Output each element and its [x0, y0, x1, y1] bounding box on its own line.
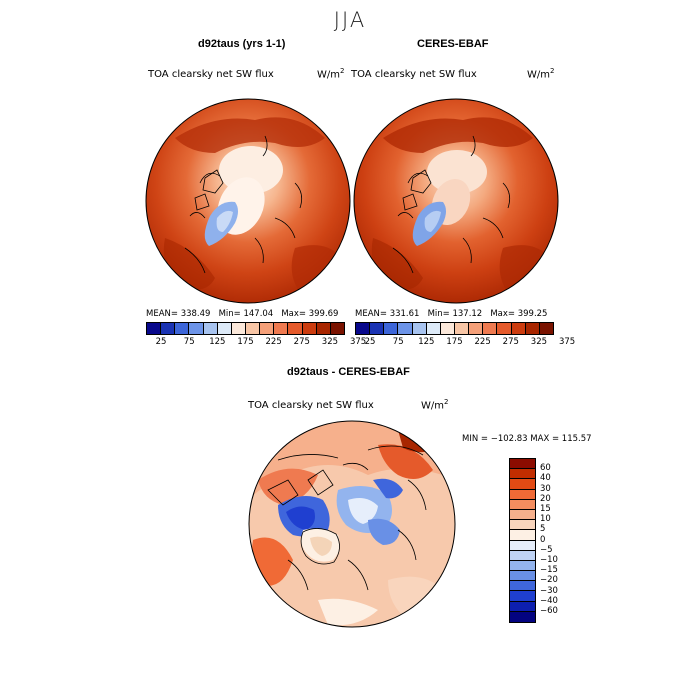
colorbar-swatch: [510, 459, 535, 470]
colorbar-swatch: [274, 323, 289, 334]
colorbar-tick-label: 125: [418, 337, 435, 347]
colorbar-tick-label: 225: [474, 337, 491, 347]
colorbar-tick-label: 225: [265, 337, 282, 347]
colorbar-tick-label: 275: [293, 337, 310, 347]
colorbar-swatch: [203, 323, 218, 334]
colorbar-tick-label: 175: [446, 337, 463, 347]
panel1-stats: MEAN= 338.49 Min= 147.04 Max= 399.69: [146, 309, 339, 319]
colorbar-swatch: [510, 499, 535, 510]
panel1-colorbar-ticks: 25 75 125 175 225 275 325 375: [146, 337, 367, 349]
colorbar-swatch: [469, 323, 484, 334]
colorbar-tick-label: 10: [540, 514, 551, 525]
diff-variable-label: TOA clearsky net SW flux: [248, 400, 374, 411]
colorbar-swatch: [510, 601, 535, 612]
colorbar-swatch: [510, 611, 535, 622]
colorbar-swatch: [288, 323, 303, 334]
colorbar-swatch: [510, 581, 535, 592]
season-title: JJA: [333, 8, 367, 32]
colorbar-tick-label: 125: [209, 337, 226, 347]
panel1-title: d92taus (yrs 1-1): [198, 38, 286, 50]
panel2-colorbar: [355, 322, 554, 335]
colorbar-swatch: [370, 323, 385, 334]
diff-units: W/m2: [421, 398, 449, 412]
colorbar-tick-label: 5: [540, 524, 546, 535]
colorbar-swatch: [398, 323, 413, 334]
panel1-polar-map: [145, 98, 351, 304]
diff-panel-title: d92taus - CERES-EBAF: [287, 366, 410, 378]
panel2-stats: MEAN= 331.61 Min= 137.12 Max= 399.25: [355, 309, 548, 319]
colorbar-swatch: [510, 540, 535, 551]
colorbar-swatch: [330, 323, 344, 334]
panel2-title: CERES-EBAF: [417, 38, 489, 50]
colorbar-tick-label: −40: [540, 595, 558, 606]
colorbar-tick-label: 325: [530, 337, 548, 347]
colorbar-swatch: [525, 323, 540, 334]
colorbar-swatch: [356, 323, 371, 334]
colorbar-swatch: [147, 323, 162, 334]
diff-colorbar: [509, 458, 536, 623]
panel2-units: W/m2: [527, 67, 555, 81]
colorbar-tick-label: −15: [540, 565, 558, 576]
colorbar-swatch: [510, 591, 535, 602]
colorbar-tick-label: 25: [364, 337, 376, 347]
colorbar-swatch: [189, 323, 204, 334]
colorbar-swatch: [426, 323, 441, 334]
colorbar-tick-label: −5: [540, 544, 553, 555]
panel1-units: W/m2: [317, 67, 345, 81]
colorbar-tick-label: −20: [540, 575, 558, 586]
colorbar-tick-label: 0: [540, 534, 546, 545]
colorbar-swatch: [260, 323, 275, 334]
colorbar-tick-label: 20: [540, 493, 551, 504]
colorbar-tick-label: 40: [540, 473, 551, 484]
colorbar-tick-label: 375: [349, 337, 367, 347]
colorbar-swatch: [384, 323, 399, 334]
panel2-colorbar-ticks: 25 75 125 175 225 275 325 375: [355, 337, 576, 349]
colorbar-swatch: [175, 323, 190, 334]
colorbar-swatch: [316, 323, 331, 334]
diff-polar-map: [248, 420, 456, 628]
colorbar-swatch: [511, 323, 526, 334]
panel2-variable-label: TOA clearsky net SW flux: [351, 69, 477, 80]
colorbar-tick-label: 375: [558, 337, 576, 347]
colorbar-swatch: [497, 323, 512, 334]
colorbar-swatch: [510, 509, 535, 521]
colorbar-tick-label: −30: [540, 585, 558, 596]
colorbar-swatch: [510, 479, 535, 490]
colorbar-swatch: [510, 530, 535, 541]
colorbar-swatch: [510, 571, 535, 582]
colorbar-swatch: [412, 323, 427, 334]
colorbar-tick-label: 25: [155, 337, 167, 347]
colorbar-swatch: [510, 520, 535, 531]
colorbar-swatch: [539, 323, 553, 334]
colorbar-tick-label: 60: [540, 463, 551, 474]
colorbar-swatch: [510, 469, 535, 480]
colorbar-swatch: [245, 323, 261, 334]
colorbar-swatch: [454, 323, 470, 334]
panel1-variable-label: TOA clearsky net SW flux: [148, 69, 274, 80]
colorbar-swatch: [231, 323, 246, 334]
colorbar-swatch: [440, 323, 455, 334]
panel1-colorbar: [146, 322, 345, 335]
diff-minmax: MIN = −102.83 MAX = 115.57: [462, 434, 592, 444]
panel2-polar-map: [353, 98, 559, 304]
colorbar-tick-label: −60: [540, 606, 558, 616]
colorbar-tick-label: 75: [183, 337, 195, 347]
colorbar-swatch: [483, 323, 498, 334]
colorbar-swatch: [217, 323, 232, 334]
colorbar-swatch: [161, 323, 176, 334]
colorbar-tick-label: 175: [237, 337, 254, 347]
colorbar-tick-label: 75: [392, 337, 404, 347]
colorbar-swatch: [510, 489, 535, 500]
colorbar-tick-label: 325: [321, 337, 339, 347]
colorbar-swatch: [510, 550, 535, 561]
colorbar-tick-label: −10: [540, 555, 558, 565]
colorbar-swatch: [510, 560, 535, 572]
colorbar-tick-label: 275: [502, 337, 519, 347]
colorbar-tick-label: 30: [540, 483, 551, 494]
colorbar-swatch: [302, 323, 317, 334]
colorbar-tick-label: 15: [540, 504, 551, 514]
